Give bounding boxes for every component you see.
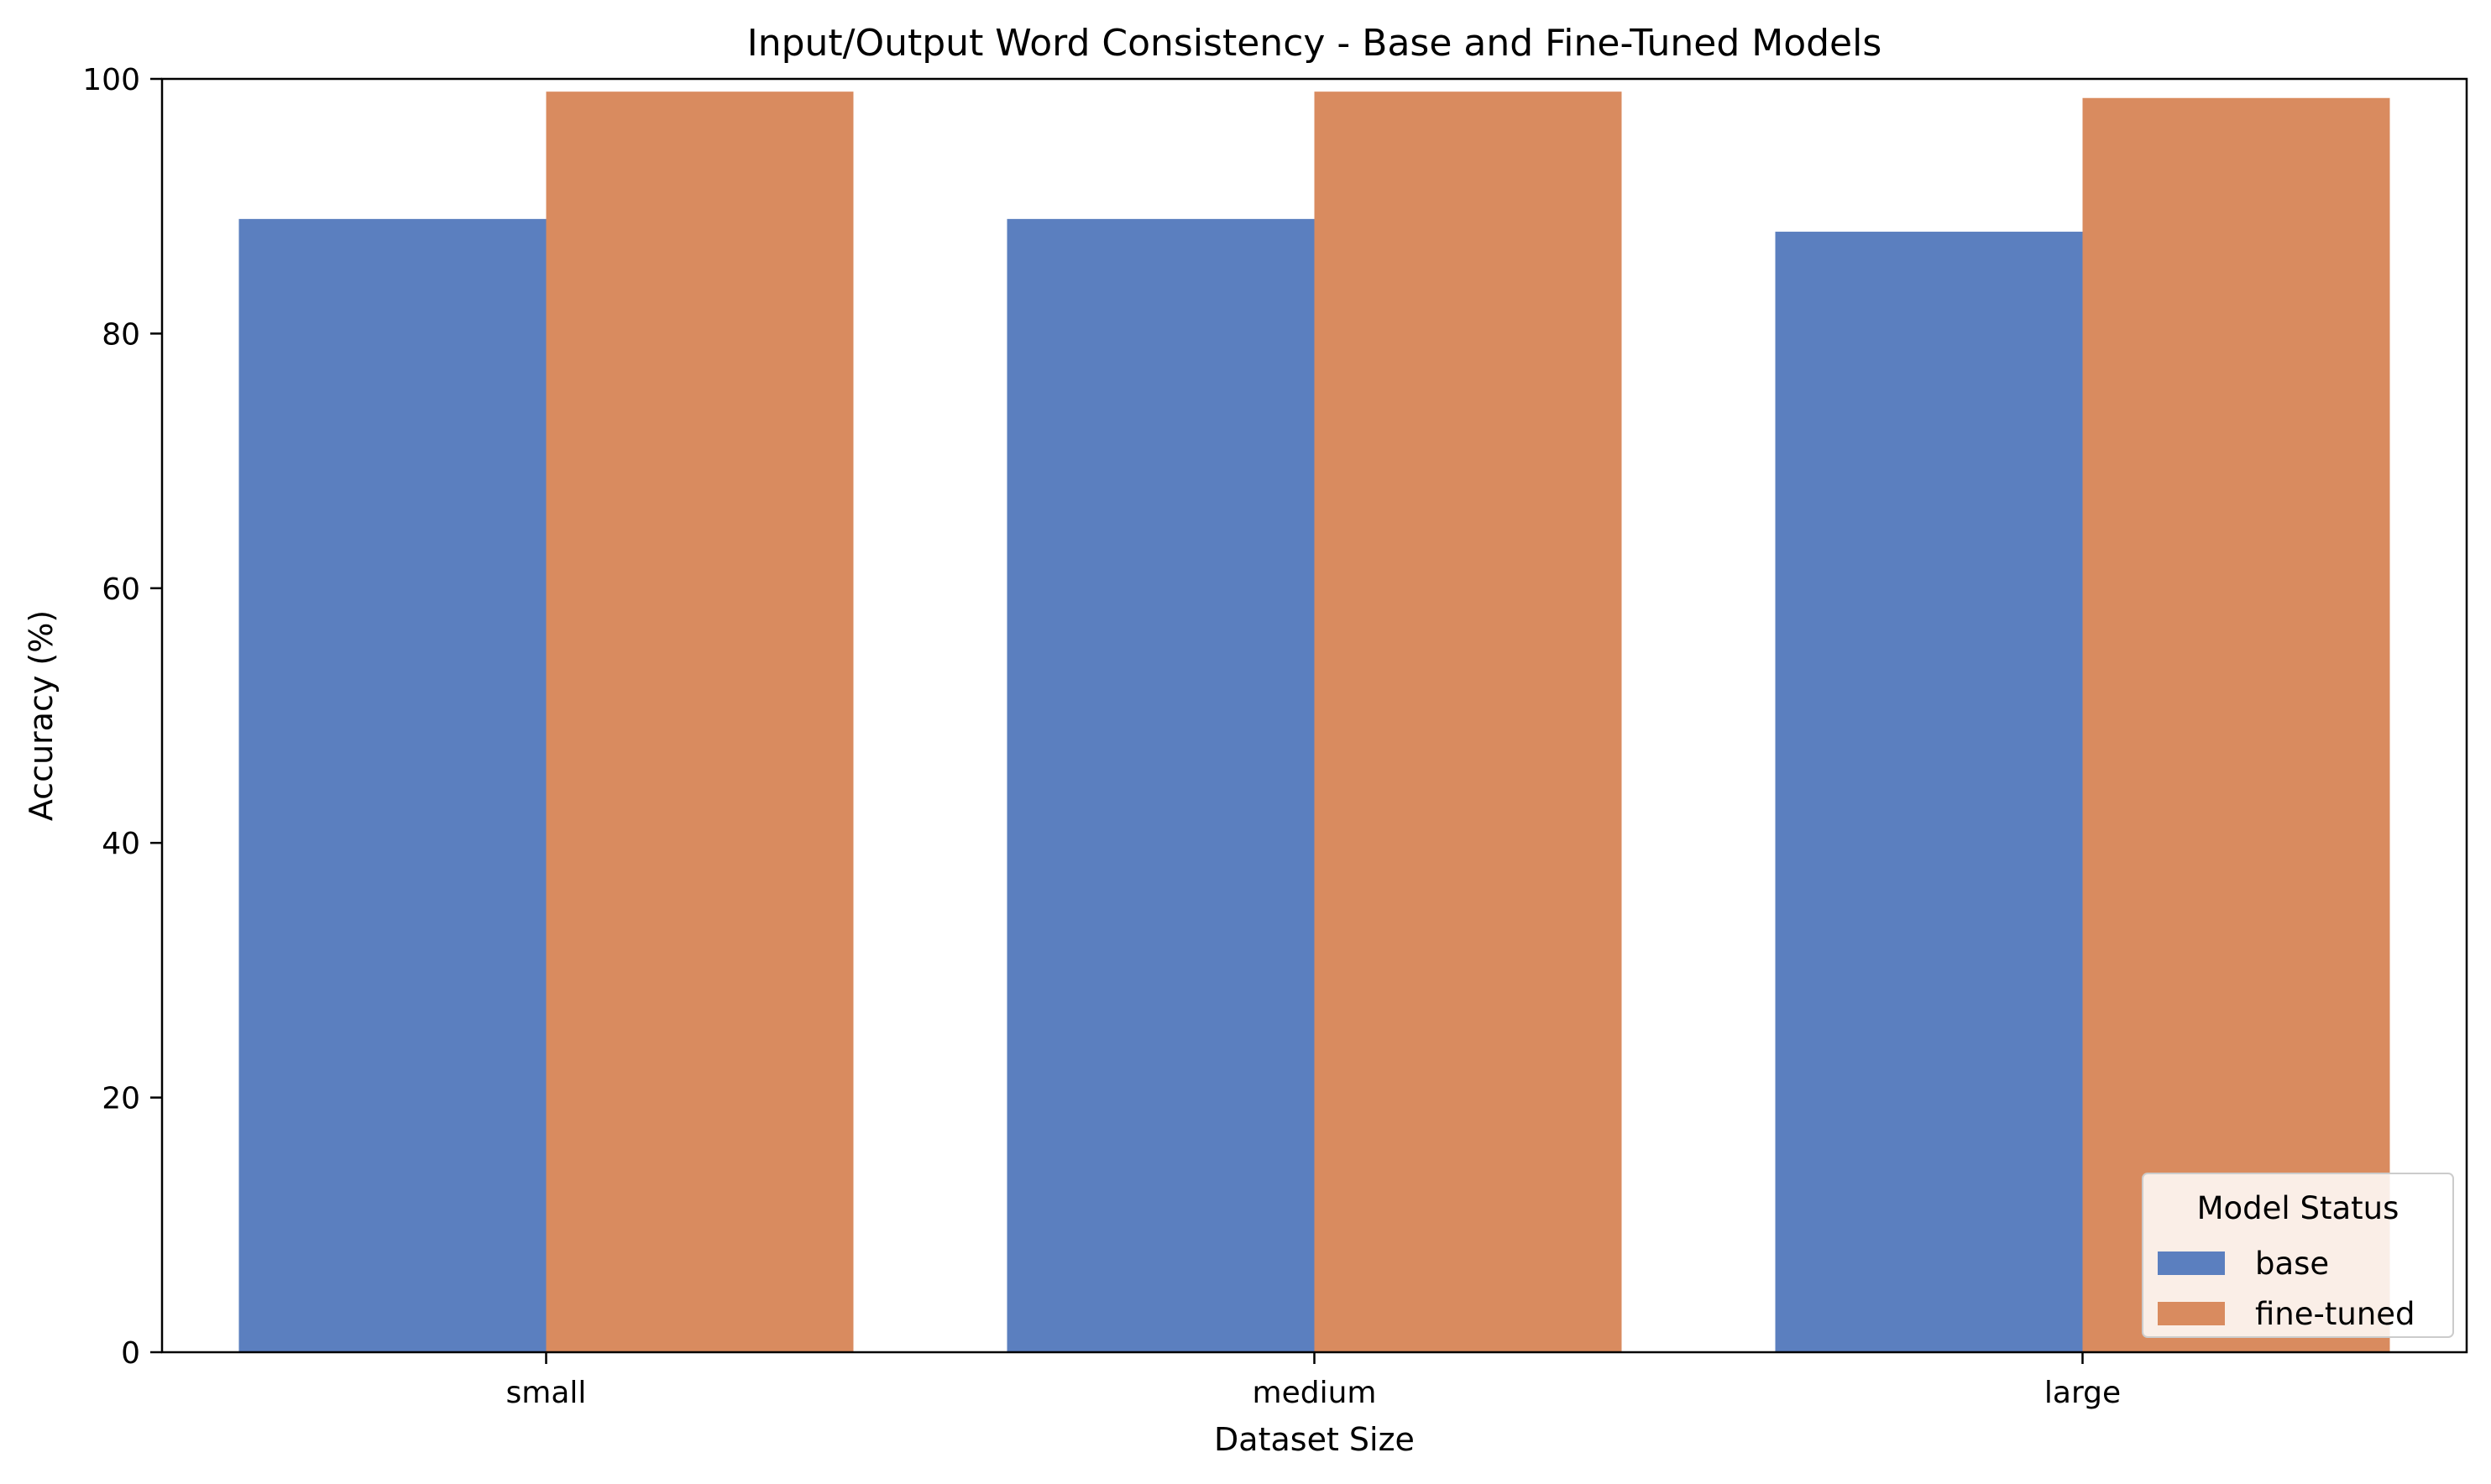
y-tick-label: 0 — [121, 1336, 140, 1371]
x-tick-label: large — [2044, 1376, 2121, 1410]
y-axis: 0 20 40 60 80 100 — [82, 63, 162, 1371]
x-tick-label: medium — [1253, 1376, 1377, 1410]
bar-fine-tuned-medium — [1314, 91, 1622, 1352]
legend-box — [2142, 1173, 2454, 1338]
legend-swatch-fine-tuned — [2158, 1302, 2225, 1325]
legend-items: base fine-tuned — [2158, 1246, 2415, 1332]
bar-base-small — [238, 218, 547, 1352]
bar-fine-tuned-large — [2082, 97, 2390, 1352]
bar-base-large — [1775, 232, 2083, 1352]
bars-layer — [238, 91, 2390, 1352]
y-tick-label: 20 — [102, 1082, 140, 1116]
legend-title: Model Status — [2197, 1190, 2399, 1226]
y-tick-label: 40 — [102, 827, 140, 861]
legend-label-fine-tuned: fine-tuned — [2255, 1296, 2415, 1332]
chart-title: Input/Output Word Consistency - Base and… — [747, 22, 1882, 65]
y-axis-label: Accuracy (%) — [23, 610, 60, 821]
bar-base-medium — [1007, 218, 1315, 1352]
legend-swatch-base — [2158, 1251, 2225, 1275]
bar-fine-tuned-small — [546, 91, 854, 1352]
y-tick-label: 80 — [102, 317, 140, 352]
x-axis-label: Dataset Size — [1214, 1421, 1415, 1458]
legend: Model Status base fine-tuned — [2142, 1173, 2454, 1338]
y-tick-label: 60 — [102, 572, 140, 607]
x-tick-label: small — [506, 1376, 587, 1410]
x-axis: small medium large — [506, 1352, 2121, 1410]
y-tick-label: 100 — [82, 63, 140, 97]
legend-label-base: base — [2255, 1246, 2329, 1282]
